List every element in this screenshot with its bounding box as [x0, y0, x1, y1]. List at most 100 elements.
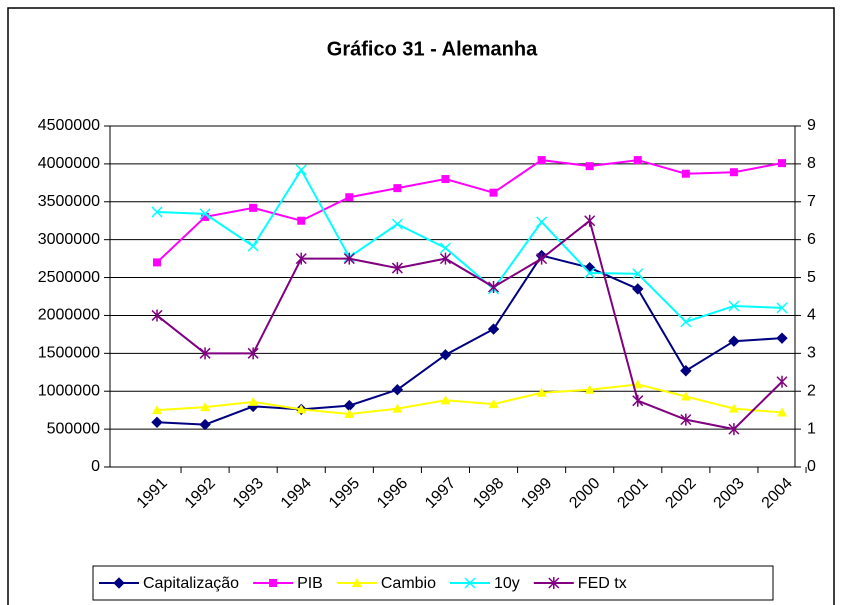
y-tick-label: 2000000 — [38, 307, 100, 324]
marker — [464, 577, 476, 589]
marker — [729, 168, 738, 177]
marker — [440, 395, 451, 405]
marker — [297, 216, 306, 225]
marker — [295, 164, 307, 176]
y2-tick-label: 5 — [807, 269, 816, 286]
legend-label: Cambio — [381, 575, 436, 592]
marker — [391, 262, 403, 275]
series-line — [156, 167, 783, 324]
marker — [680, 391, 691, 401]
marker — [728, 335, 740, 347]
marker — [584, 384, 595, 394]
y-tick-label: 2500000 — [38, 269, 100, 286]
y-tick-label: 3000000 — [38, 231, 100, 248]
marker — [393, 184, 402, 193]
marker — [439, 252, 451, 265]
marker — [633, 156, 642, 165]
marker — [269, 579, 278, 587]
marker — [295, 252, 307, 265]
marker — [151, 206, 163, 218]
marker — [778, 159, 786, 168]
y2-tick-label: 7 — [807, 193, 816, 210]
marker — [632, 379, 643, 389]
marker — [776, 332, 788, 344]
y2-tick-label: 1 — [807, 420, 816, 437]
marker — [151, 416, 163, 428]
series-line — [156, 383, 783, 415]
marker — [152, 405, 162, 415]
y-tick-label: 3500000 — [38, 193, 100, 210]
marker — [632, 283, 644, 295]
y-tick-label: 500000 — [47, 420, 100, 437]
y-tick-label: 0 — [91, 458, 100, 475]
marker — [776, 302, 788, 314]
marker — [632, 394, 644, 407]
marker — [249, 203, 258, 212]
marker — [151, 309, 163, 322]
marker — [345, 193, 354, 202]
marker — [248, 396, 259, 406]
legend-label: FED tx — [578, 575, 627, 592]
legend-label: PIB — [297, 575, 323, 592]
marker — [777, 407, 787, 417]
marker — [536, 216, 548, 228]
marker — [392, 403, 403, 413]
marker — [199, 208, 211, 220]
series-line — [156, 254, 783, 426]
y-tick-label: 1000000 — [38, 382, 100, 399]
marker — [487, 323, 500, 335]
marker — [548, 577, 560, 589]
y-tick-label: 1500000 — [38, 345, 100, 362]
y2-tick-label: 3 — [807, 345, 816, 362]
marker — [113, 577, 125, 589]
marker — [351, 578, 362, 587]
marker — [489, 188, 498, 197]
marker — [536, 387, 547, 397]
marker — [537, 156, 546, 165]
marker — [391, 383, 404, 396]
y2-tick-label: 6 — [807, 231, 816, 248]
marker — [439, 242, 451, 254]
marker — [776, 375, 788, 388]
marker — [343, 252, 355, 265]
marker — [344, 408, 355, 418]
marker — [488, 281, 500, 294]
legend-box — [92, 565, 774, 601]
marker — [247, 347, 259, 360]
marker — [200, 402, 211, 412]
marker — [199, 347, 211, 360]
marker — [728, 300, 740, 312]
y2-tick-label: 8 — [807, 155, 816, 172]
marker — [199, 418, 211, 431]
legend-label: 10y — [494, 575, 520, 592]
marker — [681, 169, 690, 178]
y2-tick-label: 0 — [807, 458, 816, 475]
marker — [585, 162, 594, 171]
marker — [201, 212, 210, 221]
marker — [728, 403, 739, 413]
chart-border — [7, 7, 835, 605]
series-line — [156, 159, 783, 264]
y2-tick-label: 4 — [807, 307, 816, 324]
marker — [632, 268, 644, 280]
marker — [584, 214, 596, 227]
marker — [680, 413, 692, 426]
marker — [584, 267, 596, 279]
marker — [680, 316, 692, 328]
y-tick-label: 4000000 — [38, 155, 100, 172]
marker — [536, 252, 548, 265]
marker — [296, 404, 307, 414]
legend: Capitalização PIB Cambio 10y FED tx — [92, 565, 774, 601]
marker — [391, 218, 403, 230]
series-line — [156, 218, 783, 431]
legend-label: Capitalização — [143, 575, 239, 592]
marker — [247, 240, 259, 252]
chart-title: Gráfico 31 - Alemanha — [327, 38, 538, 60]
marker — [680, 365, 692, 377]
y2-tick-label: 2 — [807, 382, 816, 399]
y2-tick-label: 9 — [807, 117, 816, 134]
marker — [441, 175, 450, 184]
marker — [728, 423, 740, 436]
marker — [153, 258, 161, 267]
